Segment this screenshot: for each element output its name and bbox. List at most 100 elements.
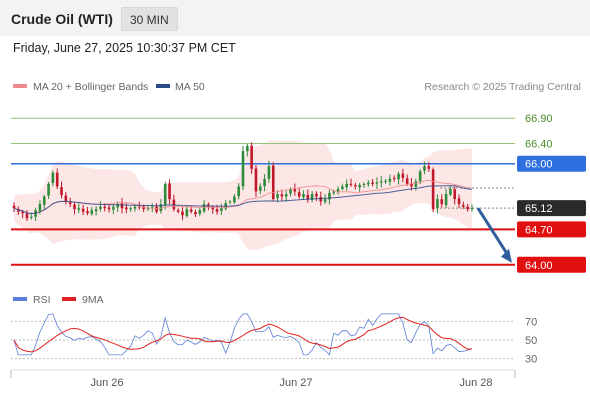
candle xyxy=(112,204,115,215)
level-labels: 66.90 66.40 66.00 65.12 64.70 64.00 xyxy=(517,113,586,273)
chart-header: Crude Oil (WTI) 30 MIN xyxy=(0,0,590,36)
level-label-66.90: 66.90 xyxy=(525,113,553,125)
candle-body xyxy=(233,196,236,203)
candle xyxy=(358,182,361,192)
ma50-line xyxy=(13,185,473,215)
candle-body xyxy=(310,194,314,201)
candle-body xyxy=(362,183,366,185)
timeframe-badge[interactable]: 30 MIN xyxy=(121,7,178,31)
candle-body xyxy=(379,181,383,183)
candle xyxy=(440,194,444,208)
candle xyxy=(462,201,465,209)
level-box xyxy=(517,256,586,273)
level-text: 66.40 xyxy=(525,138,553,150)
candle xyxy=(81,204,85,215)
candle-body xyxy=(12,205,16,209)
x-axis: Jun 26 Jun 27 Jun 28 xyxy=(10,369,516,389)
candle xyxy=(306,189,310,203)
candle-body xyxy=(392,177,396,179)
candle-body xyxy=(457,198,461,205)
level-text: 64.00 xyxy=(525,260,553,272)
candle xyxy=(246,144,249,157)
candle xyxy=(453,186,457,205)
candle-body xyxy=(116,204,119,208)
candle-body xyxy=(328,193,331,200)
candle xyxy=(60,181,63,199)
level-label-64.00: 64.00 xyxy=(517,256,586,273)
price-levels xyxy=(11,117,515,266)
candle-body xyxy=(189,209,193,212)
candle-body xyxy=(280,194,284,197)
candle xyxy=(263,174,266,192)
candle xyxy=(159,198,163,214)
candle-body xyxy=(431,169,435,210)
candle-body xyxy=(384,180,387,182)
candle xyxy=(401,168,405,183)
candle-body xyxy=(125,207,128,210)
candle xyxy=(284,190,288,202)
forecast-arrow-shaft xyxy=(476,207,511,258)
candle-body xyxy=(159,204,163,212)
level-box xyxy=(517,155,586,172)
level-label-66.00: 66.00 xyxy=(517,155,586,172)
candle-body xyxy=(397,173,400,180)
candle-body xyxy=(112,206,115,210)
rsi-legend-swatch xyxy=(13,297,27,301)
candle xyxy=(25,209,29,221)
candle-body xyxy=(449,188,452,195)
candle xyxy=(86,207,89,216)
candle-body xyxy=(323,199,327,202)
x-tick-label: Jun 27 xyxy=(279,377,312,389)
rsi-panel: 70 50 30 xyxy=(11,313,537,366)
candle-body xyxy=(354,185,357,187)
candle xyxy=(254,165,258,197)
level-text: 64.70 xyxy=(525,224,553,236)
ma20-legend-label: MA 20 + Bollinger Bands xyxy=(33,81,148,93)
candle xyxy=(310,190,314,203)
candle xyxy=(302,190,305,200)
candle-body xyxy=(211,206,215,210)
candle xyxy=(237,183,240,200)
level-label-64.70: 64.70 xyxy=(517,221,586,238)
candle-body xyxy=(332,191,336,193)
candle-body xyxy=(418,171,422,182)
candle-body xyxy=(90,210,94,214)
candle-body xyxy=(246,146,249,152)
candle-body xyxy=(410,183,413,187)
level-label-65.12: 65.12 xyxy=(517,200,586,217)
candle-body xyxy=(138,206,141,208)
candle-body xyxy=(237,186,240,197)
candle xyxy=(129,206,132,212)
candle-body xyxy=(302,194,305,198)
candle-body xyxy=(38,204,42,211)
bollinger-band-area xyxy=(14,140,472,251)
candle xyxy=(392,175,396,182)
candle xyxy=(436,194,439,214)
candle-body xyxy=(60,187,63,196)
candle xyxy=(250,142,253,174)
candle xyxy=(220,203,223,215)
candle xyxy=(90,206,94,216)
candle-body xyxy=(254,168,258,192)
candle-body xyxy=(293,189,297,192)
candle xyxy=(280,189,284,202)
candle xyxy=(233,193,236,204)
candle-body xyxy=(120,203,124,209)
rsi-level-label: 30 xyxy=(525,354,537,366)
candle-body xyxy=(168,183,171,200)
candle xyxy=(315,191,318,202)
candle-body xyxy=(388,178,392,182)
candle xyxy=(94,206,98,216)
candle-body xyxy=(68,202,72,205)
candle xyxy=(345,179,348,191)
candle xyxy=(168,179,171,205)
candle-body xyxy=(289,188,292,194)
candle-body xyxy=(107,207,111,210)
candle xyxy=(470,204,474,212)
candle xyxy=(354,182,357,190)
candle xyxy=(12,202,16,212)
rsi-line xyxy=(13,313,473,356)
candle-body xyxy=(150,206,154,208)
candle-body xyxy=(94,209,98,212)
candle-body xyxy=(371,182,374,184)
